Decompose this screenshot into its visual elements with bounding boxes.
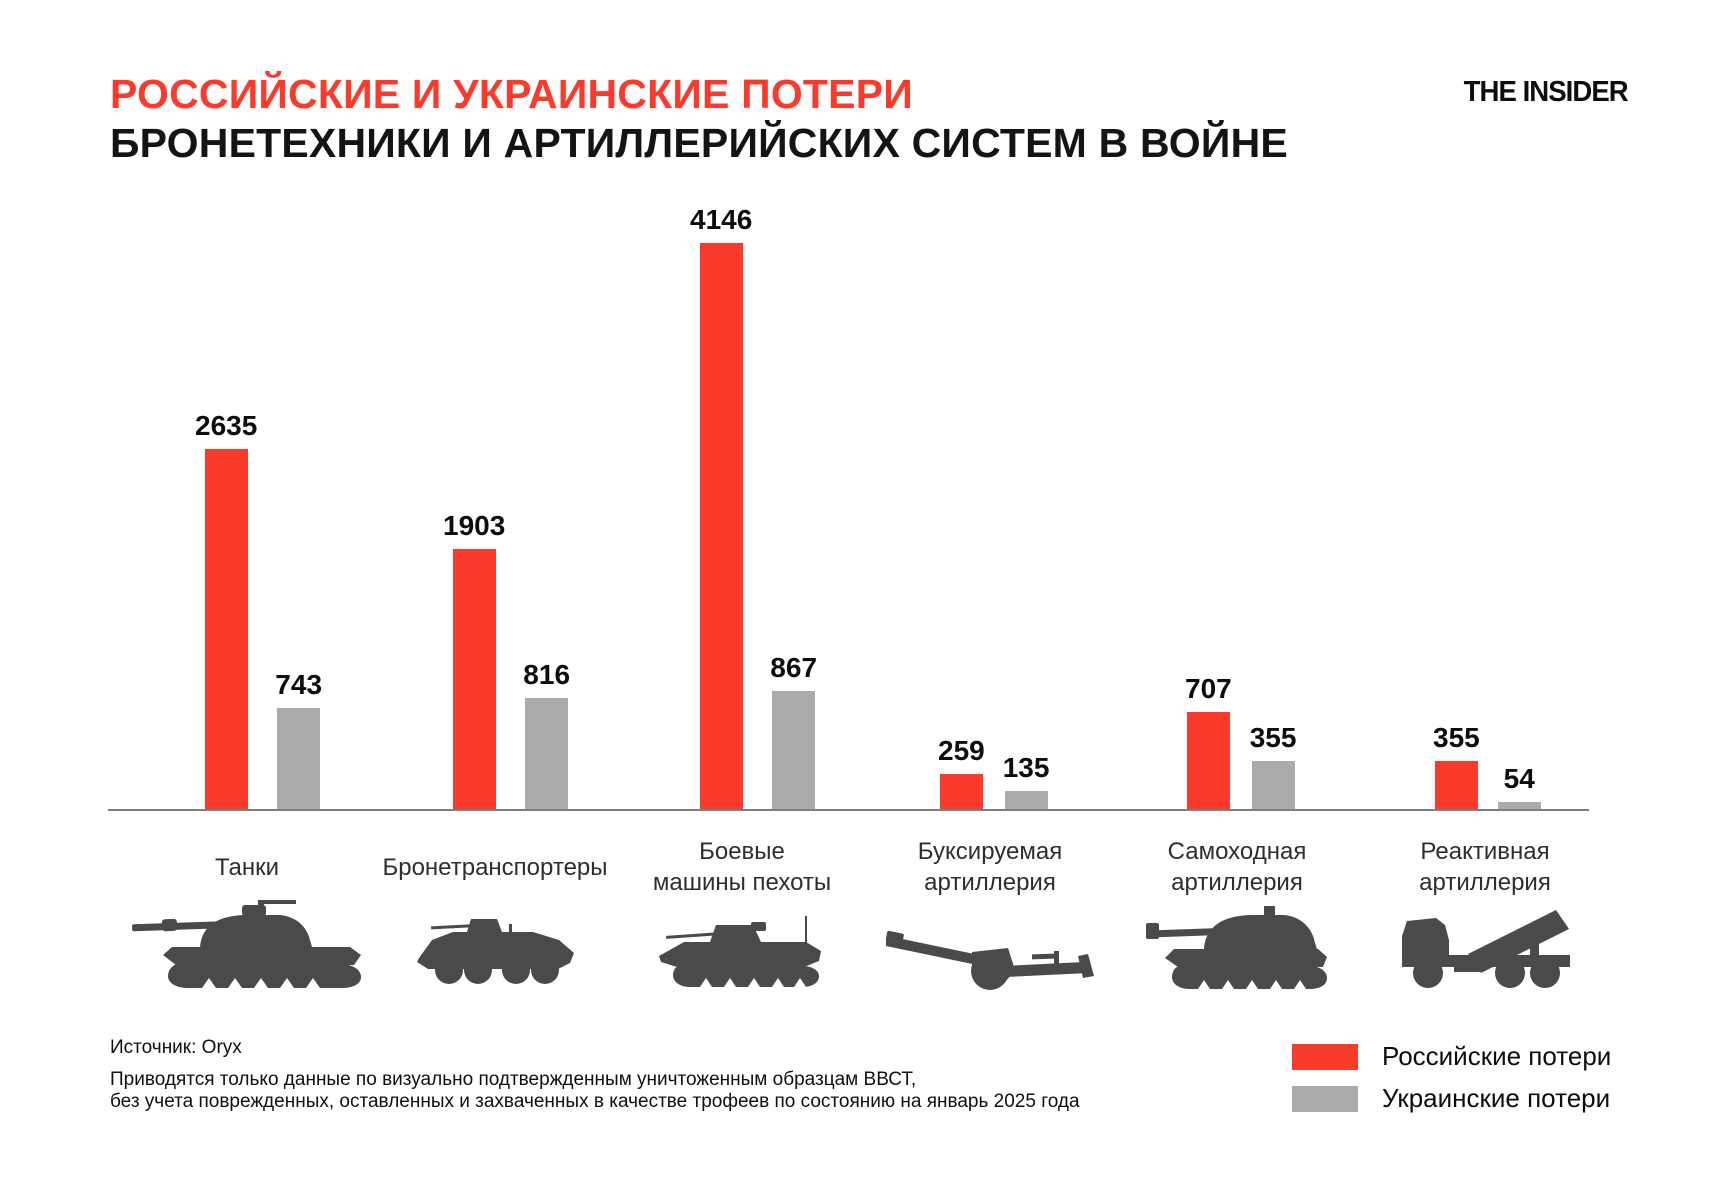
legend-row-russian: Российские потери xyxy=(1292,1041,1611,1072)
bar-group: 4146 867 xyxy=(690,204,817,809)
category-label: Бронетранспортеры xyxy=(382,853,608,881)
page-title-line2: БРОНЕТЕХНИКИ И АРТИЛЛЕРИЙСКИХ СИСТЕМ В В… xyxy=(110,120,1288,166)
category-label: Танки xyxy=(214,853,280,881)
tank-icon xyxy=(127,878,367,990)
bar-group: 259 135 xyxy=(938,735,1049,809)
ukrainian-loss-bar xyxy=(525,698,569,809)
bar-group: 2635 743 xyxy=(195,410,322,809)
ukrainian-loss-bar xyxy=(1497,802,1541,809)
legend-row-ukrainian: Украинские потери xyxy=(1292,1083,1611,1114)
bar-value-label: 135 xyxy=(1002,752,1050,783)
bar-group: 707 355 xyxy=(1185,673,1296,809)
bar-value-label: 355 xyxy=(1433,722,1480,753)
russian-loss-bar xyxy=(699,243,743,809)
category-label: Боевые машины пехоты xyxy=(652,838,832,896)
russian-bar-column: 1903 xyxy=(443,510,505,809)
ukrainian-bar-column: 816 xyxy=(523,659,570,809)
legend: Российские потери Украинские потери xyxy=(1292,1041,1611,1114)
source-line: Источник: Oryx xyxy=(110,1037,242,1058)
ukrainian-bar-column: 355 xyxy=(1249,722,1297,809)
bar-value-label: 743 xyxy=(275,669,323,700)
ukrainian-loss-bar xyxy=(1004,791,1048,809)
ukrainian-bar-column: 135 xyxy=(1002,752,1050,809)
bar-value-label: 816 xyxy=(523,659,571,690)
category-axis-labels: Танки Бронетранспортеры Боевые машины пехот… xyxy=(0,835,1732,899)
category-label: Реактивная артиллерия xyxy=(1419,838,1551,896)
towed-artillery-icon xyxy=(870,878,1110,990)
bar-group: 355 54 xyxy=(1433,722,1541,809)
ukrainian-bar-column: 743 xyxy=(275,669,322,809)
ukrainian-losses-label: Украинские потери xyxy=(1382,1083,1611,1113)
mlrs-icon xyxy=(1365,878,1605,990)
category-label: Буксируемая артиллерия xyxy=(917,838,1063,896)
self-propelled-artillery-icon xyxy=(1117,878,1357,990)
note-line2: без учета поврежденных, оставленных и за… xyxy=(110,1091,1080,1112)
footer: Источник: Oryx Приводятся только данные … xyxy=(110,1037,1080,1113)
russian-losses-swatch xyxy=(1292,1043,1358,1070)
note-line1: Приводятся только данные по визуально по… xyxy=(110,1069,917,1090)
russian-bar-column: 4146 xyxy=(690,204,752,809)
ifv-icon xyxy=(622,878,862,990)
bar-value-label: 259 xyxy=(938,735,985,766)
bar-chart: 2635 743 1903 816 4146 867 259 135 707 355 355 54 xyxy=(108,200,1589,811)
ukrainian-bar-column: 54 xyxy=(1497,763,1541,809)
ukrainian-loss-bar xyxy=(772,691,816,809)
russian-bar-column: 707 xyxy=(1185,673,1232,809)
bar-value-label: 4146 xyxy=(690,204,753,235)
russian-bar-column: 259 xyxy=(938,735,985,809)
ukrainian-bar-column: 867 xyxy=(770,652,817,809)
bar-value-label: 707 xyxy=(1185,673,1232,704)
bar-value-label: 355 xyxy=(1249,722,1297,753)
bar-value-label: 54 xyxy=(1503,763,1535,794)
russian-loss-bar xyxy=(1434,761,1478,809)
russian-bar-column: 2635 xyxy=(195,410,257,809)
bar-value-label: 867 xyxy=(770,652,818,683)
ukrainian-loss-bar xyxy=(277,708,321,809)
category-label: Самоходная артиллерия xyxy=(1167,838,1307,896)
the-insider-logo: THE INSIDER xyxy=(1463,76,1629,108)
bar-group: 1903 816 xyxy=(443,510,570,809)
bar-value-label: 1903 xyxy=(443,510,506,541)
russian-loss-bar xyxy=(204,449,248,809)
russian-loss-bar xyxy=(1186,712,1230,809)
russian-losses-label: Российские потери xyxy=(1382,1041,1612,1071)
ukrainian-loss-bar xyxy=(1251,761,1295,809)
page-title-line1: РОССИЙСКИЕ И УКРАИНСКИЕ ПОТЕРИ xyxy=(110,71,913,117)
apc-icon xyxy=(375,878,615,990)
bar-value-label: 2635 xyxy=(195,410,258,441)
russian-loss-bar xyxy=(452,549,496,809)
ukrainian-losses-swatch xyxy=(1292,1085,1358,1112)
russian-loss-bar xyxy=(939,774,983,809)
russian-bar-column: 355 xyxy=(1433,722,1480,809)
